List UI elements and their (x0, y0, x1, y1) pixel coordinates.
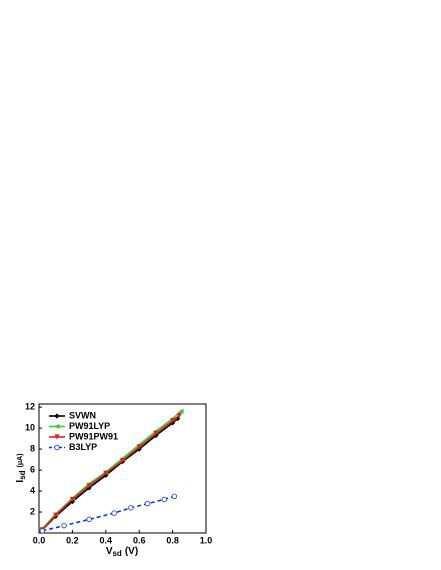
marker (39, 528, 46, 534)
marker (136, 444, 142, 450)
y-tick-label: 6 (30, 464, 35, 474)
marker (171, 493, 177, 499)
series-line (41, 418, 179, 531)
marker (144, 500, 151, 507)
y-tick-label: 2 (30, 506, 35, 516)
series-line (41, 414, 180, 531)
marker (119, 458, 126, 464)
marker (178, 408, 184, 414)
x-tick-label: 0.6 (133, 535, 146, 545)
legend-label: PW91LYP (69, 421, 110, 431)
x-tick-label: 0.0 (33, 535, 46, 545)
x-tick-label: 0.4 (100, 535, 113, 545)
legend-label: SVWN (69, 410, 96, 420)
x-tick-label: 0.2 (66, 535, 79, 545)
legend-marker (54, 434, 60, 440)
y-axis-label: Isd(μA) (15, 453, 27, 482)
x-tick-label: 1.0 (200, 535, 213, 545)
marker (86, 483, 92, 489)
marker (61, 522, 67, 529)
x-axis-label: Vsd (V) (106, 546, 138, 558)
marker (69, 496, 75, 503)
legend-marker (54, 444, 60, 451)
y-tick-label: 10 (25, 422, 35, 432)
legend-marker (54, 423, 60, 430)
marker (86, 516, 92, 523)
marker (111, 510, 117, 516)
legend-marker (54, 413, 60, 419)
marker (170, 418, 176, 424)
marker (153, 430, 159, 436)
legend-label: PW91PW91 (69, 431, 118, 441)
y-tick-label: 12 (25, 402, 35, 412)
y-tick-label: 8 (30, 443, 35, 453)
marker (176, 412, 182, 419)
marker (128, 505, 134, 511)
marker (53, 512, 59, 518)
marker (161, 496, 167, 503)
plot-frame (38, 403, 207, 534)
marker (103, 470, 109, 476)
x-tick-label: 0.8 (166, 535, 179, 545)
legend-label: B3LYP (69, 442, 97, 452)
y-tick-label: 4 (30, 485, 35, 495)
